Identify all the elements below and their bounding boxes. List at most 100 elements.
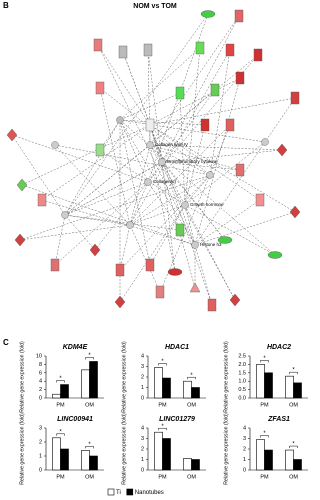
network-node (175, 223, 185, 237)
significance-label: * (161, 359, 164, 365)
node-label: Collagen type IV (155, 142, 188, 147)
network-node (210, 83, 220, 97)
network-edge (149, 124, 196, 289)
network-node (225, 43, 235, 57)
network-nodes: Collagen type IV Proinflammatory cytokine… (6, 9, 301, 312)
network-edge (194, 211, 296, 246)
network-edge (119, 119, 151, 266)
network-edge (64, 161, 163, 216)
network-node (114, 295, 126, 309)
network-edge (64, 181, 149, 216)
network-edge (149, 144, 226, 241)
network-node (225, 118, 235, 132)
network-node (118, 45, 128, 59)
y-tick-label: 3 (39, 425, 42, 431)
bar (52, 393, 61, 399)
bar (81, 369, 90, 399)
network-edge (19, 224, 131, 241)
network-edge (184, 204, 196, 246)
network-edge (184, 174, 211, 206)
network-edge (99, 87, 211, 176)
x-tick-label: OM (289, 402, 298, 408)
chart-title: LINC01279 (159, 416, 195, 423)
y-axis-label: Relative gene expression (fold) (19, 341, 25, 413)
significance-bracket (260, 360, 269, 363)
bar (89, 455, 98, 471)
network-edge (64, 214, 131, 226)
network-edge (149, 124, 296, 213)
bar (162, 377, 171, 399)
network-edge (11, 134, 149, 183)
x-tick-label: OM (289, 474, 298, 480)
y-tick-label: 3 (141, 364, 144, 370)
y-tick-label: 2 (243, 446, 246, 452)
network-node (267, 251, 283, 259)
network-node (126, 221, 134, 229)
network-edge (64, 214, 96, 251)
bar (154, 431, 163, 471)
network-node (200, 118, 210, 132)
network-node (95, 143, 105, 157)
network-edge (119, 92, 181, 121)
bar (256, 439, 265, 471)
network-edge (194, 244, 213, 306)
network-edge (94, 181, 149, 251)
y-axis-label: Relative gene expression (fold) (223, 413, 229, 485)
legend-label: Nanotubes (135, 490, 164, 496)
network-edge (184, 141, 266, 206)
bar (293, 459, 302, 471)
network-node (207, 298, 217, 312)
bar (183, 380, 192, 399)
network-edge (21, 184, 196, 246)
network-edge (119, 119, 149, 183)
bar (154, 367, 163, 399)
y-tick-label: 0 (141, 467, 144, 473)
network-edge (129, 124, 231, 226)
network-node (261, 138, 269, 146)
bar (183, 458, 192, 471)
network-node (181, 201, 189, 209)
y-tick-label: 10 (36, 353, 42, 359)
panel-label: B (3, 1, 9, 10)
y-tick-label: 2 (39, 439, 42, 445)
y-tick-label: 8 (39, 362, 42, 368)
x-tick-label: PM (56, 402, 65, 408)
figure: B NOM vs TOM Collagen type IV Proinflamma… (3, 1, 308, 496)
network-node (289, 205, 301, 219)
network-node (167, 268, 183, 276)
network-edge (149, 77, 241, 126)
bar (285, 375, 294, 399)
network-edge (209, 49, 231, 176)
network-edge (64, 214, 181, 231)
chart-title: ZFAS1 (267, 416, 290, 423)
bar (191, 459, 200, 471)
network-edge (147, 49, 163, 163)
network-edge (129, 204, 186, 226)
significance-bracket (56, 433, 65, 436)
network-node (276, 143, 288, 157)
network-node (158, 158, 166, 166)
network-edge (149, 124, 163, 163)
network-edge (161, 149, 283, 163)
x-tick-label: PM (158, 474, 167, 480)
network-edge (194, 77, 241, 246)
y-tick-label: 0 (39, 467, 42, 473)
network-edge (149, 144, 236, 301)
y-tick-label: 0.0 (238, 395, 246, 401)
network-node (229, 293, 241, 307)
y-tick-label: 4 (39, 379, 42, 385)
panel-label: C (3, 338, 9, 347)
network-edge (21, 124, 151, 186)
network-edge (129, 174, 211, 226)
network-edge (99, 149, 186, 206)
network-edge (64, 13, 209, 216)
significance-label: * (263, 431, 266, 437)
network-edge (54, 144, 211, 176)
network-node (89, 243, 101, 257)
network-edge (184, 204, 276, 256)
network-node (50, 258, 60, 272)
chart-title: HDAC2 (267, 344, 291, 351)
x-tick-label: OM (85, 402, 94, 408)
network-node (93, 38, 103, 52)
network-edge (161, 161, 241, 171)
